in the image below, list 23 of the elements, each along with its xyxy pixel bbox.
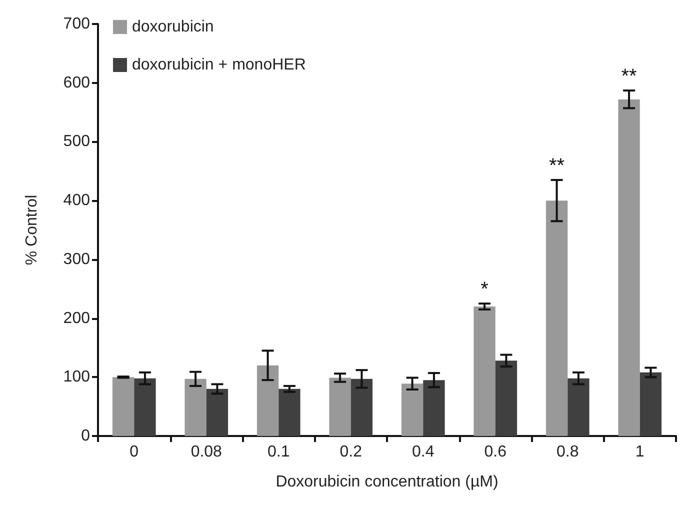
legend-label: doxorubicin [132, 18, 214, 36]
y-tick-label: 600 [63, 74, 90, 92]
x-tick-label: 0.08 [190, 444, 222, 460]
x-axis-title: Doxorubicin concentration (µM) [276, 474, 498, 490]
x-tick-label: 0.2 [340, 444, 362, 460]
x-tick-label: 0.4 [412, 444, 434, 460]
annotation: ** [549, 154, 565, 177]
x-tick-label: 1 [635, 444, 644, 460]
y-tick-label: 100 [63, 368, 90, 386]
y-tick-label: 0 [81, 428, 90, 444]
y-tick-label: 500 [63, 133, 90, 150]
x-tick-label: 0.6 [484, 444, 507, 460]
legend-label: doxorubicin + monoHER [132, 56, 306, 74]
y-tick-label: 400 [63, 192, 90, 210]
x-tick-label: 0.1 [268, 444, 290, 460]
y-tick-label: 700 [63, 16, 90, 32]
y-axis-title: % Control [24, 194, 40, 266]
x-tick-label: 0 [130, 444, 139, 460]
x-tick-label: 0.8 [556, 444, 579, 460]
annotation: ** [621, 66, 638, 88]
annotation: * [480, 278, 489, 301]
y-tick-label: 300 [63, 250, 90, 268]
y-tick-label: 200 [63, 310, 90, 327]
